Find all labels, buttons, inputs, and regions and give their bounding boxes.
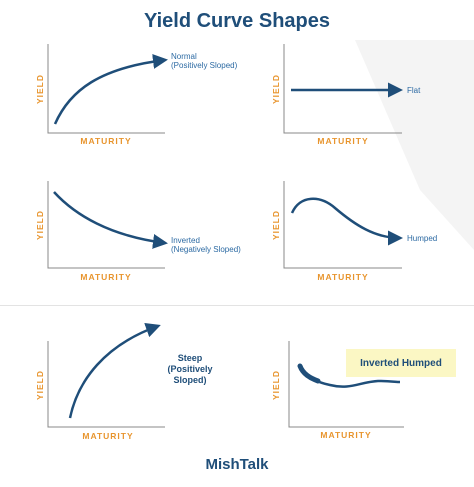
- panel-inverted: MATURITY YIELD Inverted (Negatively Slop…: [35, 181, 241, 282]
- footer-brand: MishTalk: [205, 456, 269, 473]
- inverted-curve: [53, 191, 168, 249]
- panel-humped: MATURITY YIELD Humped: [271, 181, 437, 282]
- axes: [288, 341, 404, 428]
- x-axis-label: MATURITY: [80, 136, 131, 146]
- inverted-humped-curve-start: [297, 363, 321, 384]
- x-axis-label: MATURITY: [317, 272, 368, 282]
- panel-steep: MATURITY YIELD: [35, 322, 165, 441]
- section-divider: [0, 305, 474, 306]
- axes: [47, 181, 165, 269]
- steep-label: Steep (Positively Sloped): [150, 353, 230, 386]
- background-shape: [355, 40, 474, 250]
- x-axis-label: MATURITY: [320, 430, 371, 440]
- steep-label-line2: (Positively Sloped): [167, 364, 213, 385]
- curve-sublabel: (Positively Sloped): [171, 61, 238, 70]
- axes: [47, 341, 165, 428]
- axes: [283, 181, 402, 269]
- y-axis-label: YIELD: [35, 210, 45, 240]
- y-axis-label: YIELD: [271, 74, 281, 104]
- axes: [47, 44, 165, 134]
- axes: [283, 44, 402, 134]
- y-axis-label: YIELD: [35, 370, 45, 400]
- panel-inverted-humped: MATURITY YIELD: [271, 341, 404, 440]
- curve-label: Inverted: [171, 236, 200, 245]
- panel-normal: MATURITY YIELD Normal (Positively Sloped…: [35, 44, 238, 146]
- curve-label: Normal: [171, 52, 197, 61]
- steep-curve: [68, 322, 161, 419]
- humped-curve: [290, 197, 403, 246]
- x-axis-label: MATURITY: [80, 272, 131, 282]
- y-axis-label: YIELD: [271, 210, 281, 240]
- x-axis-label: MATURITY: [317, 136, 368, 146]
- inverted-humped-label: Inverted Humped: [346, 349, 456, 377]
- curve-label: Flat: [407, 86, 421, 95]
- y-axis-label: YIELD: [271, 370, 281, 400]
- normal-curve: [53, 54, 168, 125]
- x-axis-label: MATURITY: [82, 431, 133, 441]
- y-axis-label: YIELD: [35, 74, 45, 104]
- curve-label: Humped: [407, 234, 437, 243]
- panel-flat: MATURITY YIELD Flat: [271, 44, 421, 146]
- curve-sublabel: (Negatively Sloped): [171, 245, 241, 254]
- steep-label-line1: Steep: [177, 353, 203, 363]
- page-title: Yield Curve Shapes: [144, 10, 330, 32]
